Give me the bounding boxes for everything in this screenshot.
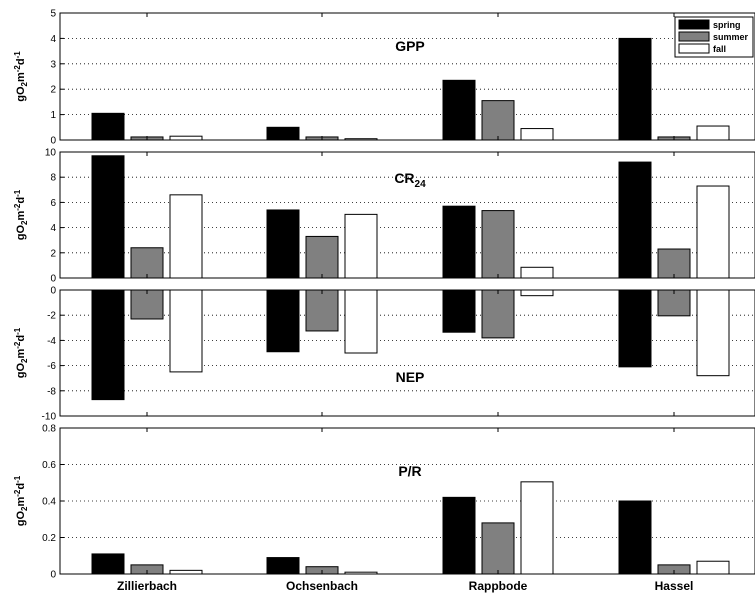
bar-spring-hassel [618,289,652,368]
bar-spring-ochsenbach [266,289,300,353]
bar-fall-zillierbach [169,569,203,575]
bar-fall-rappbode [520,128,554,141]
bar-fall-hassel [696,289,730,377]
bar-spring-zillierbach [91,289,125,401]
bar-spring-hassel [618,37,652,141]
bar-fall-zillierbach [169,194,203,279]
y-axis-label: gO2m-2d-1 [13,189,29,240]
y-axis-label: gO2m-2d-1 [13,51,29,102]
panel-3: 0 0.2 0.4 0.6 0.8 P/R gO2m-2d-1 [13,424,755,581]
y-tick-label: 0.8 [42,424,56,435]
y-tick-label: 0 [50,274,56,285]
bar-summer-rappbode [481,100,515,141]
y-tick-label: 4 [50,34,56,45]
y-tick-label: 8 [50,173,56,184]
panel-1: 0 2 4 6 8 10 CR24 gO2m-2d-1 [13,148,755,285]
bar-spring-rappbode [442,496,476,575]
y-tick-label: 5 [50,9,56,20]
y-tick-label: 2 [50,85,56,96]
bar-spring-ochsenbach [266,209,300,279]
bar-summer-ochsenbach [305,289,339,332]
y-tick-label: -8 [47,386,56,397]
y-axis-label: gO2m-2d-1 [13,327,29,378]
bar-summer-rappbode [481,522,515,575]
bar-summer-ochsenbach [305,235,339,279]
y-tick-label: 6 [50,198,56,209]
bar-spring-rappbode [442,79,476,141]
bar-spring-zillierbach [91,112,125,141]
y-tick-label: -4 [47,336,56,347]
bar-summer-rappbode [481,210,515,279]
y-tick-label: 0 [50,136,56,147]
panel-title: P/R [398,463,421,479]
legend: spring summer fall [674,16,754,58]
legend-swatch-spring [678,19,710,30]
bar-summer-zillierbach [130,289,164,320]
panel-title: GPP [395,38,425,54]
y-tick-label: 0.2 [42,533,56,544]
bar-spring-ochsenbach [266,126,300,141]
bar-fall-ochsenbach [344,289,378,354]
bar-spring-zillierbach [91,553,125,575]
y-tick-label: 2 [50,248,56,259]
panel-frame [59,12,755,141]
bar-summer-hassel [657,248,691,279]
bar-summer-zillierbach [130,247,164,279]
panel-frame [59,289,755,417]
bar-spring-hassel [618,161,652,279]
panel-title: NEP [396,369,425,385]
y-tick-label: -6 [47,361,56,372]
x-category-label: Ochsenbach [286,579,358,593]
legend-swatch-summer [678,31,710,42]
legend-label-fall: fall [713,44,726,54]
panel-2: -10 -8 -6 -4 -2 0 NEP gO2m-2d-1 [13,286,755,423]
bar-spring-rappbode [442,205,476,279]
panel-0: 0 1 2 3 4 5 GPP gO2m-2d-1 spring summer fall [13,9,755,147]
legend-label-summer: summer [713,32,749,42]
bar-fall-rappbode [520,266,554,279]
x-category-label: Hassel [655,579,694,593]
y-tick-label: 0.4 [42,497,56,508]
bar-fall-zillierbach [169,289,203,373]
y-tick-label: 4 [50,223,56,234]
y-tick-label: 0 [50,570,56,581]
bar-fall-rappbode [520,289,554,297]
bar-spring-zillierbach [91,155,125,279]
bar-fall-hassel [696,560,730,575]
y-tick-label: 0.6 [42,460,56,471]
x-category-label: Rappbode [469,579,528,593]
y-tick-label: 3 [50,59,56,70]
bar-spring-ochsenbach [266,557,300,575]
bar-fall-zillierbach [169,135,203,141]
legend-swatch-fall [678,43,710,54]
bar-summer-hassel [657,289,691,317]
bar-fall-hassel [696,185,730,279]
y-tick-label: -2 [47,311,56,322]
y-tick-label: -10 [42,412,57,423]
y-axis-label: gO2m-2d-1 [13,475,29,526]
y-tick-label: 1 [50,110,56,121]
bar-spring-rappbode [442,289,476,333]
bar-fall-ochsenbach [344,213,378,279]
bar-summer-rappbode [481,289,515,339]
panel-title: CR24 [394,170,426,190]
bar-spring-hassel [618,500,652,575]
y-tick-label: 10 [45,148,57,159]
y-tick-label: 0 [50,286,56,297]
bar-fall-hassel [696,125,730,141]
panel-frame [59,151,755,279]
legend-label-spring: spring [713,20,741,30]
panel-frame [59,427,755,575]
x-category-label: Zillierbach [117,579,177,593]
bar-fall-rappbode [520,481,554,575]
